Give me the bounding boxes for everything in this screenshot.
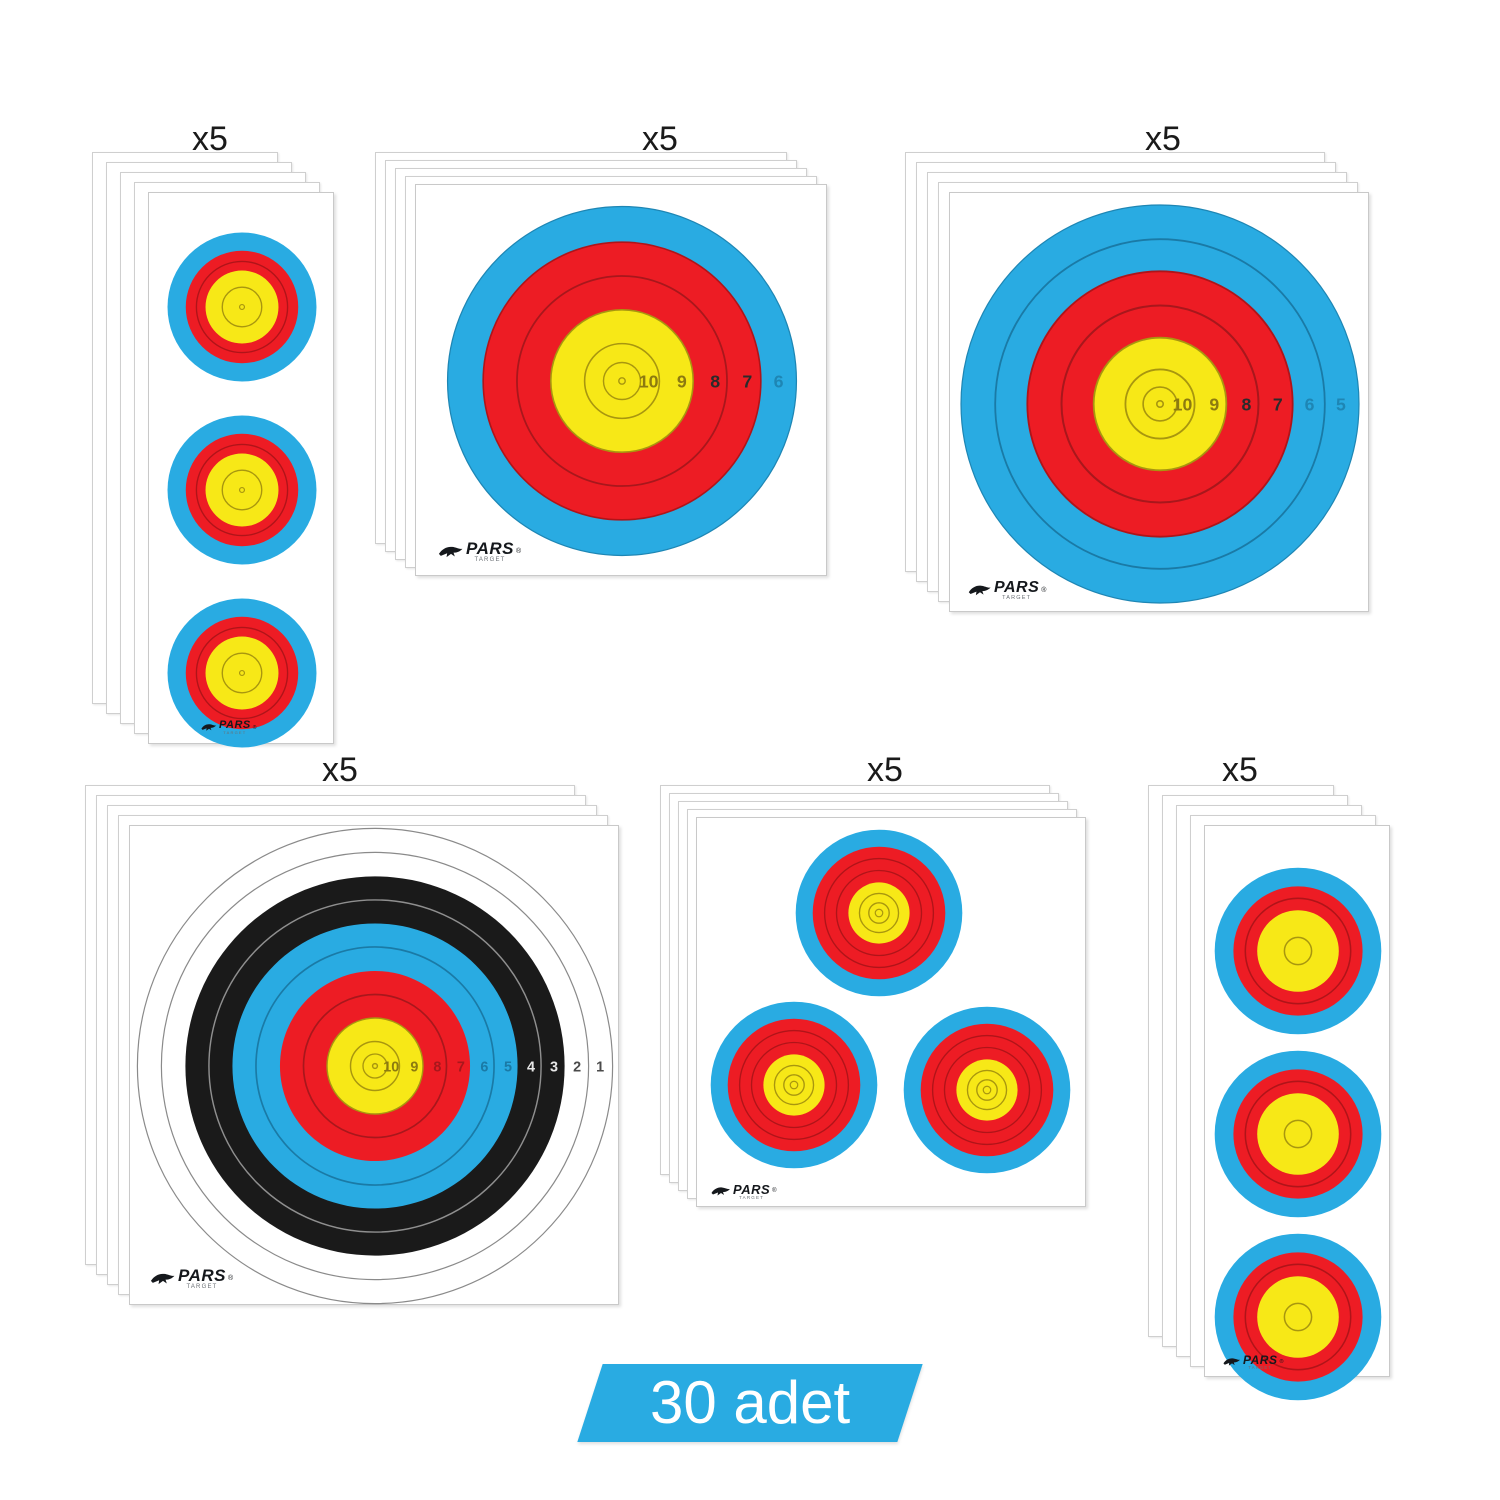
sheet-front: PARS TARGET ® bbox=[148, 192, 334, 748]
ring-number-6: 6 bbox=[480, 1059, 488, 1075]
quantity-label-single-face-60cm: x5 bbox=[1145, 120, 1181, 158]
ring-number-7: 7 bbox=[457, 1059, 465, 1075]
quantity-label-vertical-3-spot-large: x5 bbox=[1222, 751, 1258, 789]
pars-logo: PARS TARGET ® bbox=[711, 1183, 777, 1201]
ring-number-8: 8 bbox=[1242, 394, 1252, 414]
pars-panther-icon bbox=[711, 1187, 730, 1196]
pars-subtext: TARGET bbox=[739, 1194, 765, 1200]
target-face-spot-bottom-left bbox=[709, 1000, 879, 1170]
ring-number-9: 9 bbox=[410, 1059, 418, 1075]
stack-full-face-122cm[interactable]: 10 9 8 7 6 5 4 3 2 1 PARS TAR bbox=[85, 785, 625, 1325]
sheet-front: PARS TARGET ® bbox=[696, 817, 1086, 1207]
sheet-front: 10 9 8 7 6 5 4 3 2 1 PARS TAR bbox=[129, 825, 619, 1305]
ring-number-8: 8 bbox=[433, 1059, 441, 1075]
stack-vertical-3-spot-large[interactable]: PARS TARGET ® bbox=[1148, 785, 1398, 1401]
registered-mark-icon: ® bbox=[772, 1188, 777, 1195]
quantity-label-triangle-3-spot: x5 bbox=[867, 751, 903, 789]
total-quantity-badge: 30 adet bbox=[577, 1364, 923, 1442]
stack-single-face-60cm[interactable]: 10 9 8 7 6 5 PARS TARGET ® bbox=[905, 152, 1375, 632]
ring-number-5: 5 bbox=[504, 1059, 512, 1075]
sheet-front: 10 9 8 7 6 5 PARS TARGET ® bbox=[949, 192, 1369, 612]
ring-number-9: 9 bbox=[677, 371, 687, 391]
target-face-spot-bottom-right bbox=[902, 1005, 1072, 1175]
ring-number-7: 7 bbox=[742, 371, 752, 391]
sheet-front: PARS TARGET ® bbox=[1204, 825, 1390, 1401]
quantity-label-full-face-122cm: x5 bbox=[322, 751, 358, 789]
target-face-60cm: 10 9 8 7 6 5 bbox=[959, 203, 1361, 605]
total-quantity-label: 30 adet bbox=[649, 1369, 851, 1436]
ring-number-10: 10 bbox=[1173, 394, 1193, 414]
quantity-label-vertical-3-spot-small: x5 bbox=[192, 120, 228, 158]
target-face-spot-top bbox=[794, 828, 964, 998]
ring-number-3: 3 bbox=[550, 1059, 558, 1075]
ring-number-6: 6 bbox=[1305, 394, 1315, 414]
ring-number-9: 9 bbox=[1209, 394, 1219, 414]
ring-number-8: 8 bbox=[710, 371, 720, 391]
target-face-spot-1 bbox=[166, 231, 318, 383]
ring-number-5: 5 bbox=[1336, 394, 1346, 414]
stack-single-face-40cm[interactable]: 10 9 8 7 6 PARS TARGET ® bbox=[375, 152, 835, 592]
ring-number-10: 10 bbox=[639, 371, 659, 391]
target-face-spot-1 bbox=[1213, 866, 1383, 1036]
stack-triangle-3-spot[interactable]: PARS TARGET ® bbox=[660, 785, 1090, 1215]
ring-number-2: 2 bbox=[573, 1059, 581, 1075]
target-face-spot-2 bbox=[166, 414, 318, 566]
target-face-spot-3 bbox=[166, 597, 318, 749]
target-face-40cm: 10 9 8 7 6 bbox=[444, 203, 800, 559]
sheet-front: 10 9 8 7 6 PARS TARGET ® bbox=[415, 184, 827, 576]
quantity-label-single-face-40cm: x5 bbox=[642, 120, 678, 158]
ring-number-1: 1 bbox=[596, 1059, 604, 1075]
target-face-122cm: 10 9 8 7 6 5 4 3 2 1 bbox=[135, 826, 615, 1306]
target-face-spot-3 bbox=[1213, 1232, 1383, 1402]
ring-number-7: 7 bbox=[1273, 394, 1283, 414]
stack-vertical-3-spot-small[interactable]: PARS TARGET ® bbox=[92, 152, 342, 748]
pars-wordmark: PARS bbox=[733, 1181, 771, 1197]
target-face-spot-2 bbox=[1213, 1049, 1383, 1219]
ring-number-10: 10 bbox=[383, 1059, 399, 1075]
ring-number-6: 6 bbox=[774, 371, 784, 391]
ring-number-4: 4 bbox=[527, 1059, 535, 1075]
